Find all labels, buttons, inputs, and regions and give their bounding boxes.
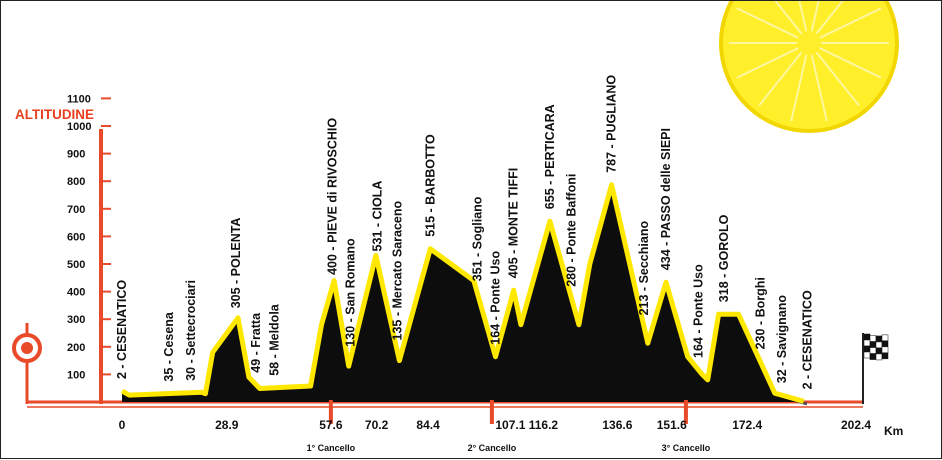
sun-ray <box>815 51 860 107</box>
location-label: 305 - POLENTA <box>229 218 243 309</box>
gate-label: 2° Cancello <box>468 443 517 453</box>
sun-ray <box>798 1 808 32</box>
x-axis-unit: Km <box>884 424 903 438</box>
location-label: 280 - Ponte Baffoni <box>565 174 579 287</box>
sun-ray <box>774 1 803 35</box>
x-axis-ticks: 0 28.9 57.6 70.2 84.4 107.1 116.2 136.6 151.6 172… <box>119 418 872 432</box>
y-axis: 100 200 300 400 500 600 700 800 900 1000 1100 <box>67 93 111 404</box>
x-tick-label: 107.1 <box>495 418 525 432</box>
altitude-profile-area <box>122 184 804 402</box>
gate-label: 3° Cancello <box>662 443 711 453</box>
sun-ray <box>810 1 820 32</box>
sun-ray <box>790 54 808 122</box>
gate-marker <box>328 400 333 424</box>
flag-cell <box>881 334 889 342</box>
y-tick-label: 500 <box>67 259 85 271</box>
flag-cell <box>881 352 889 360</box>
gate-marker <box>489 400 494 424</box>
gate-label: 1° Cancello <box>307 443 356 453</box>
location-label: 164 - Ponte Uso <box>489 251 503 345</box>
chart-title: ALTITUDINE <box>15 106 94 122</box>
x-tick-label: 57.6 <box>319 418 343 432</box>
flag-cell <box>863 333 871 341</box>
location-label: 515 - BARBOTTO <box>423 134 437 237</box>
x-axis-baseline <box>27 400 863 408</box>
x-tick-label: 0 <box>119 418 126 432</box>
flag-cell <box>869 347 877 354</box>
sun-ray <box>815 1 844 35</box>
location-labels: 2 - CESENATICO 35 - Cesena 30 - Settecroci… <box>115 75 814 390</box>
x-tick-label: 151.6 <box>657 418 687 432</box>
location-label: 164 - Ponte Uso <box>692 264 706 358</box>
y-tick-label: 600 <box>67 231 85 243</box>
flag-cell <box>875 335 883 343</box>
flag-cell <box>869 341 877 348</box>
sun-ray <box>819 47 882 79</box>
sun-ray <box>736 47 799 79</box>
location-label: 2 - CESENATICO <box>800 290 814 389</box>
x-tick-label: 116.2 <box>529 418 559 432</box>
x-tick-label: 202.4 <box>841 418 871 432</box>
sun-ray <box>810 54 828 122</box>
location-label: 49 - Fratta <box>249 312 263 373</box>
location-label: 318 - GOROLO <box>717 214 731 302</box>
flag-cell <box>881 340 889 348</box>
location-label: 400 - PIEVE di RIVOSCHIO <box>325 118 339 275</box>
location-label: 35 - Cesena <box>162 311 176 382</box>
location-label: 32 - Savignano <box>775 295 789 384</box>
x-tick-label: 70.2 <box>365 418 389 432</box>
flag-cell <box>863 339 871 347</box>
location-label: 655 - PERTICARA <box>543 104 557 209</box>
sun-ray <box>758 51 803 107</box>
location-label: 2 - CESENATICO <box>115 280 129 379</box>
location-label: 434 - PASSO delle SIEPI <box>659 128 673 270</box>
flag-cell <box>875 347 883 355</box>
y-tick-label: 900 <box>67 149 85 161</box>
flag-cell <box>863 345 871 353</box>
sun-decoration <box>719 1 899 133</box>
y-tick-label: 1100 <box>67 93 91 105</box>
start-target-icon <box>12 323 42 404</box>
sun-ray <box>736 7 799 39</box>
x-tick-label: 172.4 <box>732 418 762 432</box>
location-label: 351 - Sogliano <box>470 196 484 281</box>
location-label: 531 - CIOLA <box>371 181 385 252</box>
y-tick-label: 800 <box>67 176 85 188</box>
y-tick-label: 100 <box>67 369 85 381</box>
x-tick-label: 136.6 <box>602 418 632 432</box>
flag-cell <box>875 353 883 361</box>
location-label: 787 - PUGLIANO <box>605 75 619 173</box>
y-tick-label: 200 <box>67 342 85 354</box>
sun-ray <box>819 7 882 39</box>
gate-marker <box>683 400 688 424</box>
location-label: 130 - San Romano <box>344 238 358 347</box>
location-label: 58 - Meldola <box>267 303 281 376</box>
flag-cell <box>863 351 871 359</box>
y-tick-label: 400 <box>67 287 85 299</box>
x-tick-label: 28.9 <box>215 418 239 432</box>
checkered-flag-icon <box>862 333 889 404</box>
road-line <box>120 182 805 404</box>
x-tick-label: 84.4 <box>416 418 440 432</box>
location-label: 213 - Secchiano <box>637 221 651 316</box>
y-tick-label: 700 <box>67 204 85 216</box>
location-label: 405 - MONTE TIFFI <box>507 168 521 278</box>
location-label: 135 - Mercato Saraceno <box>391 200 405 340</box>
flag-cell <box>875 341 883 349</box>
flag-cell <box>869 335 877 342</box>
location-label: 30 - Settecrociari <box>184 280 198 381</box>
y-tick-label: 300 <box>67 314 85 326</box>
flag-cell <box>881 346 889 354</box>
y-tick-label: 1000 <box>67 121 91 133</box>
flag-cell <box>869 353 877 360</box>
location-label: 230 - Borghi <box>753 277 767 349</box>
gate-markers: 1° Cancello 2° Cancello 3° Cancello <box>307 400 711 453</box>
